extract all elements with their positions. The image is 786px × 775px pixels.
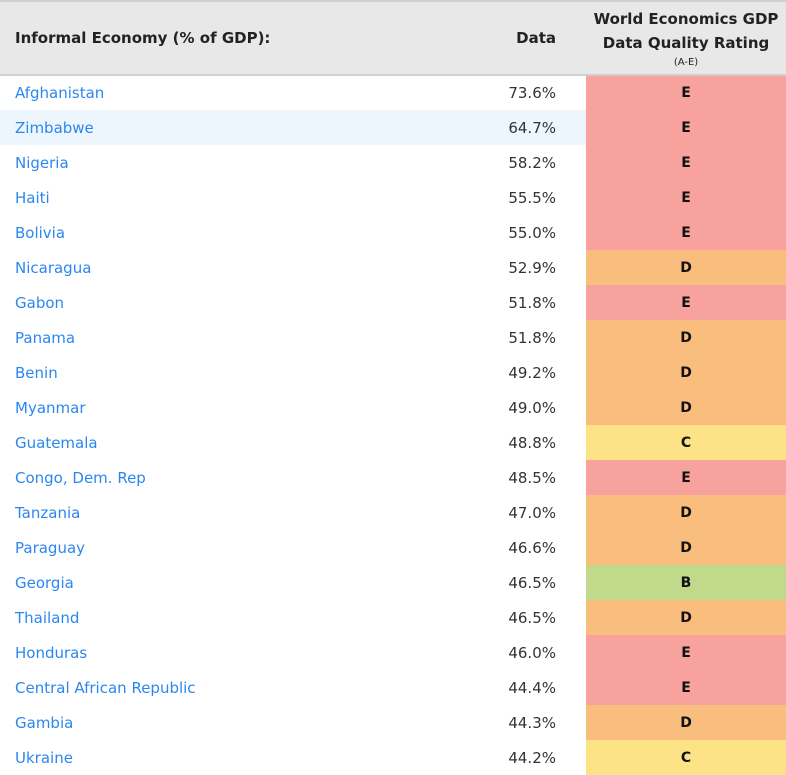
country-link[interactable]: Georgia bbox=[15, 573, 74, 592]
table-row: Honduras 46.0% E bbox=[0, 635, 786, 670]
country-link[interactable]: Myanmar bbox=[15, 398, 86, 417]
table-row: Afghanistan 73.6% E bbox=[0, 75, 786, 110]
quality-rating: E bbox=[586, 285, 786, 320]
data-value: 52.9% bbox=[508, 258, 556, 277]
data-value: 44.2% bbox=[508, 748, 556, 767]
data-value: 44.4% bbox=[508, 678, 556, 697]
table-row: Congo, Dem. Rep 48.5% E bbox=[0, 460, 786, 495]
data-value: 46.5% bbox=[508, 573, 556, 592]
quality-rating: D bbox=[586, 390, 786, 425]
country-link[interactable]: Ukraine bbox=[15, 748, 73, 767]
table-row: Thailand 46.5% D bbox=[0, 600, 786, 635]
table-row: Benin 49.2% D bbox=[0, 355, 786, 390]
rating-header-sub: (A-E) bbox=[673, 57, 699, 68]
table-row: Nicaragua 52.9% D bbox=[0, 250, 786, 285]
column-header-country[interactable]: Informal Economy (% of GDP): bbox=[15, 29, 271, 47]
quality-rating: E bbox=[586, 145, 786, 180]
rating-header-line1: World Economics GDP bbox=[593, 10, 779, 28]
country-link[interactable]: Thailand bbox=[15, 608, 80, 627]
table-body: Afghanistan 73.6% E Zimbabwe 64.7% E Niger… bbox=[0, 75, 786, 775]
data-value: 51.8% bbox=[508, 328, 556, 347]
country-link[interactable]: Afghanistan bbox=[15, 84, 105, 102]
country-link[interactable]: Tanzania bbox=[15, 503, 81, 522]
rating-header-line2: Data Quality Rating bbox=[602, 34, 770, 52]
data-value: 46.5% bbox=[508, 608, 556, 627]
country-link[interactable]: Guatemala bbox=[15, 433, 98, 452]
data-value: 46.6% bbox=[508, 538, 556, 557]
country-link[interactable]: Benin bbox=[15, 363, 58, 382]
table-row: Nigeria 58.2% E bbox=[0, 145, 786, 180]
quality-rating: E bbox=[586, 75, 786, 110]
country-link[interactable]: Honduras bbox=[15, 643, 88, 662]
table-row: Gambia 44.3% D bbox=[0, 705, 786, 740]
country-link[interactable]: Congo, Dem. Rep bbox=[15, 468, 146, 487]
country-link[interactable]: Bolivia bbox=[15, 223, 66, 242]
data-value: 51.8% bbox=[508, 293, 556, 312]
quality-rating: E bbox=[586, 215, 786, 250]
quality-rating: D bbox=[586, 355, 786, 390]
country-link[interactable]: Zimbabwe bbox=[0, 110, 470, 145]
data-value: 58.2% bbox=[508, 153, 556, 172]
country-link[interactable]: Haiti bbox=[15, 188, 50, 207]
quality-rating: D bbox=[586, 530, 786, 565]
quality-rating: C bbox=[586, 740, 786, 775]
quality-rating: D bbox=[586, 705, 786, 740]
data-value: 44.3% bbox=[508, 713, 556, 732]
quality-rating: D bbox=[586, 320, 786, 355]
table-row: Gabon 51.8% E bbox=[0, 285, 786, 320]
data-value: 47.0% bbox=[508, 503, 556, 522]
country-link[interactable]: Panama bbox=[15, 328, 76, 347]
country-link[interactable]: Nigeria bbox=[15, 153, 69, 172]
data-value: 55.0% bbox=[508, 223, 556, 242]
table-row: Bolivia 55.0% E bbox=[0, 215, 786, 250]
quality-rating: E bbox=[586, 180, 786, 215]
quality-rating: E bbox=[586, 460, 786, 495]
data-value: 73.6% bbox=[508, 84, 556, 102]
quality-rating: E bbox=[586, 110, 786, 145]
data-value: 48.8% bbox=[508, 433, 556, 452]
country-link[interactable]: Gambia bbox=[15, 713, 74, 732]
table-row: Central African Republic 44.4% E bbox=[0, 670, 786, 705]
country-link[interactable]: Gabon bbox=[15, 293, 65, 312]
data-value: 46.0% bbox=[508, 643, 556, 662]
country-link[interactable]: Central African Republic bbox=[15, 678, 196, 697]
country-link[interactable]: Nicaragua bbox=[15, 258, 92, 277]
table-row: Panama 51.8% D bbox=[0, 320, 786, 355]
data-value: 48.5% bbox=[508, 468, 556, 487]
table-row: Tanzania 47.0% D bbox=[0, 495, 786, 530]
table-row: Guatemala 48.8% C bbox=[0, 425, 786, 460]
quality-rating: D bbox=[586, 250, 786, 285]
data-value: 49.2% bbox=[508, 363, 556, 382]
table-row: Georgia 46.5% B bbox=[0, 565, 786, 600]
quality-rating: D bbox=[586, 495, 786, 530]
table-header: Informal Economy (% of GDP): Data World … bbox=[0, 1, 786, 75]
table-row: Haiti 55.5% E bbox=[0, 180, 786, 215]
table-row: Myanmar 49.0% D bbox=[0, 390, 786, 425]
data-value: 49.0% bbox=[508, 398, 556, 417]
quality-rating: E bbox=[586, 635, 786, 670]
data-value: 55.5% bbox=[508, 188, 556, 207]
table-row: Zimbabwe 64.7% E bbox=[0, 110, 786, 145]
quality-rating: D bbox=[586, 600, 786, 635]
column-header-rating[interactable]: World Economics GDP Data Quality Rating … bbox=[586, 1, 786, 75]
country-link[interactable]: Paraguay bbox=[15, 538, 86, 557]
quality-rating: C bbox=[586, 425, 786, 460]
table-row: Ukraine 44.2% C bbox=[0, 740, 786, 775]
table-row: Paraguay 46.6% D bbox=[0, 530, 786, 565]
quality-rating: B bbox=[586, 565, 786, 600]
data-value: 64.7% bbox=[470, 110, 586, 145]
quality-rating: E bbox=[586, 670, 786, 705]
column-header-data[interactable]: Data bbox=[516, 29, 556, 47]
